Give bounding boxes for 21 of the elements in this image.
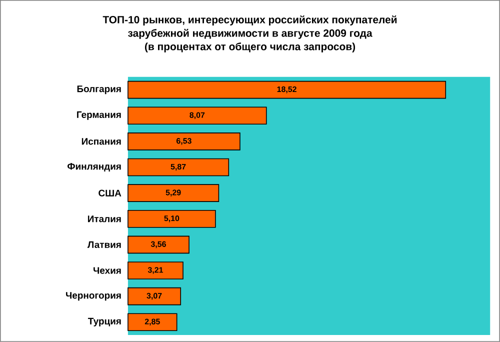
bar <box>128 236 190 254</box>
y-tick-label: Чехия <box>94 267 121 274</box>
y-tick-label: Болгария <box>77 86 121 94</box>
bar <box>128 184 220 202</box>
y-tick-label: Турция <box>88 318 121 326</box>
bar <box>128 80 446 99</box>
y-tick-label: Германия <box>77 111 121 120</box>
y-tick-label: Испания <box>82 138 121 145</box>
bar <box>128 262 184 280</box>
y-tick-label: Латвия <box>88 241 121 248</box>
bar <box>128 210 216 228</box>
y-tick-label: Финляндия <box>68 163 121 172</box>
bar <box>128 313 178 332</box>
bar <box>128 106 267 125</box>
bar <box>128 287 182 306</box>
bar <box>128 158 230 176</box>
y-tick-label: Черногория <box>66 292 121 301</box>
y-tick-label: Италия <box>88 216 121 222</box>
y-tick-label: США <box>98 190 122 196</box>
chart-title: ТОП-10 рынков, интересующих российских покупателей зарубежной недвижимости в августе 2009 года (в процентах от общего числа запросов) <box>102 16 397 52</box>
bar <box>128 132 240 150</box>
